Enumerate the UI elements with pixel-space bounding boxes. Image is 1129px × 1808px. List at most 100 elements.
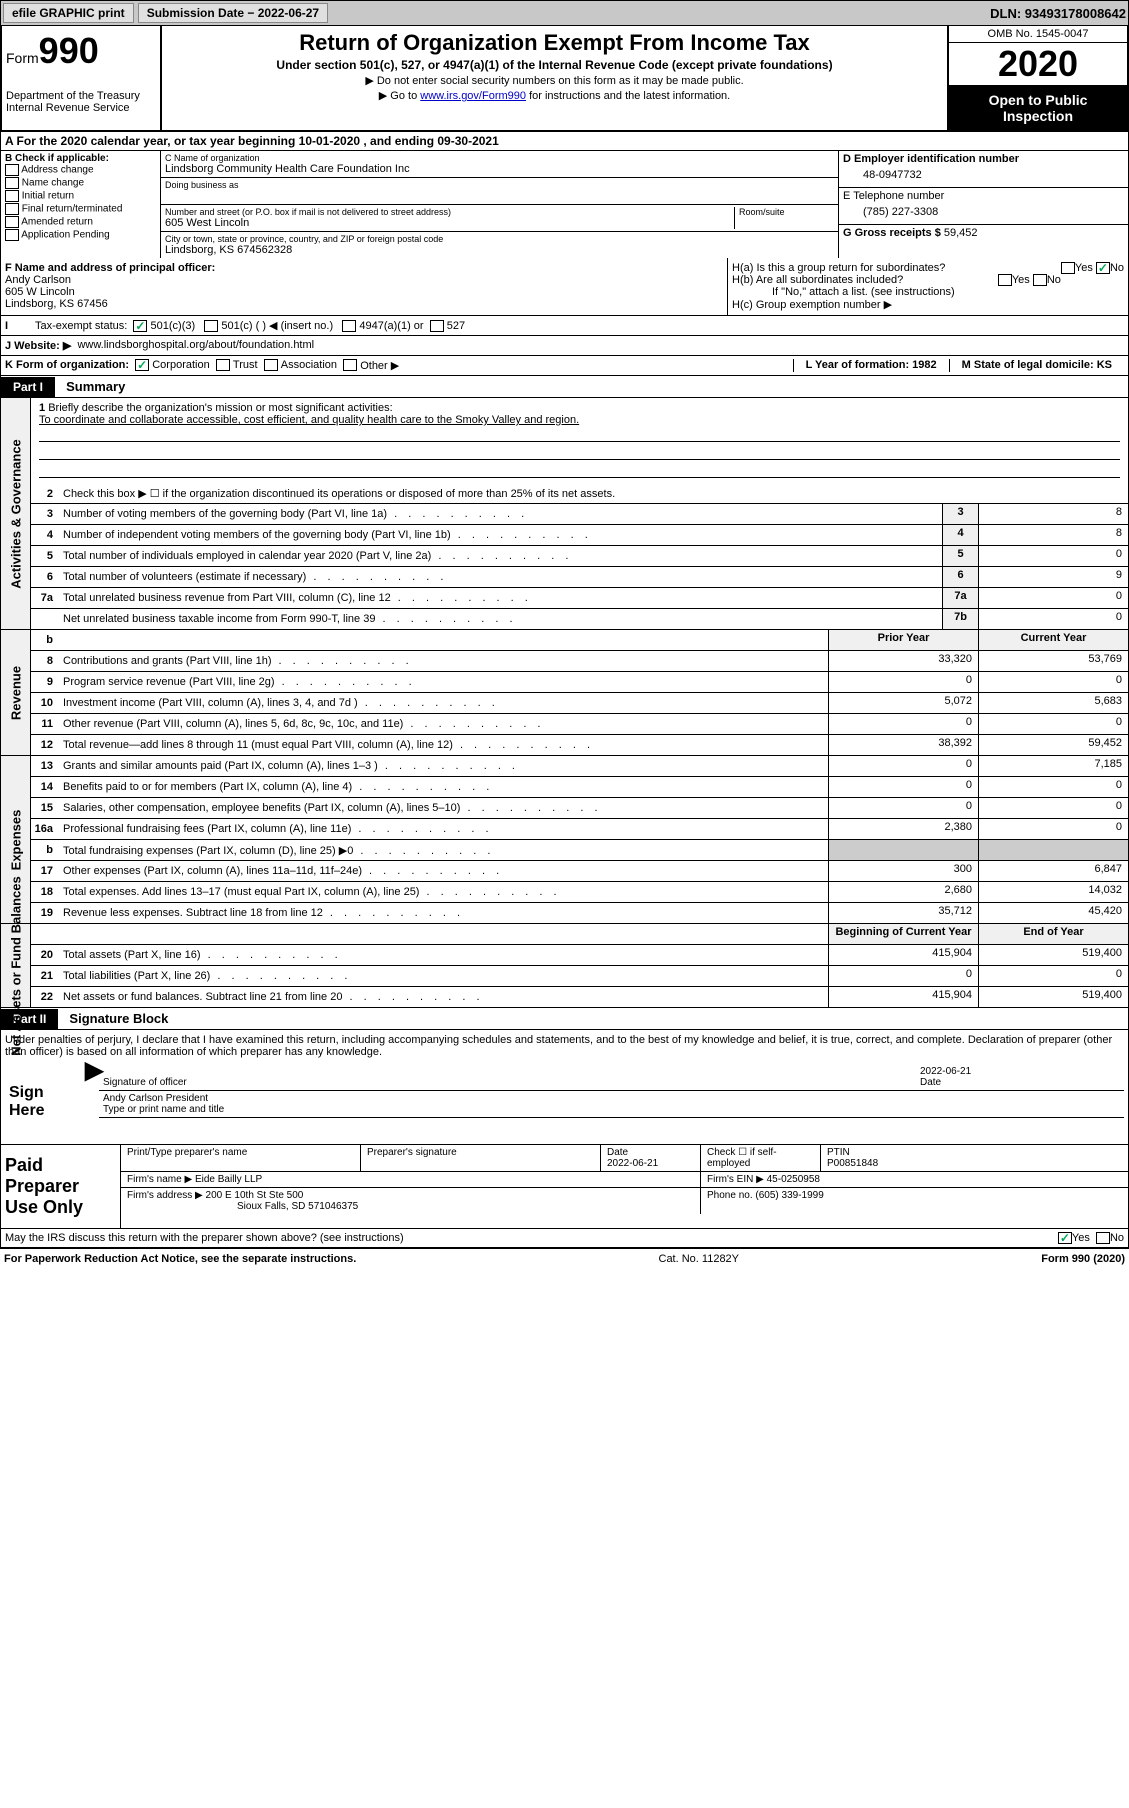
summary-row: 13Grants and similar amounts paid (Part … (31, 756, 1128, 777)
footer-right: Form 990 (2020) (1041, 1253, 1125, 1265)
part2-header: Part II Signature Block (0, 1008, 1129, 1030)
summary-row: 19Revenue less expenses. Subtract line 1… (31, 903, 1128, 923)
irs-label: Internal Revenue Service (6, 102, 156, 114)
preparer-block: Paid Preparer Use Only Print/Type prepar… (0, 1145, 1129, 1229)
box-f: F Name and address of principal officer:… (1, 258, 728, 315)
efile-button[interactable]: efile GRAPHIC print (3, 3, 134, 23)
sig-officer-label: Signature of officer (103, 1077, 187, 1088)
omb-number: OMB No. 1545-0047 (949, 26, 1127, 43)
summary-row: 10Investment income (Part VIII, column (… (31, 693, 1128, 714)
tax-status-label: Tax-exempt status: (35, 320, 127, 332)
chk-final-return[interactable]: Final return/terminated (5, 203, 156, 215)
chk-initial-return[interactable]: Initial return (5, 190, 156, 202)
section-net: Net Assets or Fund Balances Beginning of… (0, 924, 1129, 1008)
chk-501c3[interactable] (133, 320, 147, 332)
block-b-c-d: B Check if applicable: Address change Na… (0, 151, 1129, 258)
dept-label: Department of the Treasury (6, 90, 156, 102)
box-b-title: B Check if applicable: (5, 153, 156, 164)
firm-ein: 45-0250958 (767, 1174, 820, 1185)
firm-addr1: 200 E 10th St Ste 500 (206, 1190, 304, 1201)
form-title: Return of Organization Exempt From Incom… (170, 30, 939, 56)
box-h: H(a) Is this a group return for subordin… (728, 258, 1128, 315)
summary-row: 7aTotal unrelated business revenue from … (31, 588, 1128, 609)
chk-501c[interactable] (204, 320, 218, 332)
summary-row: 14Benefits paid to or for members (Part … (31, 777, 1128, 798)
row-k: K Form of organization: Corporation Trus… (0, 356, 1129, 376)
section-revenue: Revenue b Prior Year Current Year 8Contr… (0, 630, 1129, 756)
chk-corp[interactable] (135, 359, 149, 371)
col-beginning: Beginning of Current Year (828, 924, 978, 944)
side-revenue: Revenue (8, 665, 23, 719)
side-expenses: Expenses (8, 809, 23, 870)
prep-date: 2022-06-21 (607, 1158, 658, 1169)
toolbar: efile GRAPHIC print Submission Date − 20… (0, 0, 1129, 26)
summary-row: 11Other revenue (Part VIII, column (A), … (31, 714, 1128, 735)
chk-name-change[interactable]: Name change (5, 177, 156, 189)
revenue-header-row: b Prior Year Current Year (31, 630, 1128, 651)
part1-header: Part I Summary (0, 376, 1129, 398)
col-end: End of Year (978, 924, 1128, 944)
col-current: Current Year (978, 630, 1128, 650)
note-ssn: ▶ Do not enter social security numbers o… (170, 74, 939, 87)
penalty-text: Under penalties of perjury, I declare th… (5, 1034, 1124, 1058)
prep-sig-hdr: Preparer's signature (361, 1145, 601, 1171)
side-governance: Activities & Governance (8, 439, 23, 589)
page-footer: For Paperwork Reduction Act Notice, see … (0, 1248, 1129, 1269)
row-j: J Website: ▶ www.lindsborghospital.org/a… (0, 336, 1129, 356)
prep-name-hdr: Print/Type preparer's name (127, 1147, 247, 1158)
chk-amended[interactable]: Amended return (5, 216, 156, 228)
chk-trust[interactable] (216, 359, 230, 371)
col-prior: Prior Year (828, 630, 978, 650)
hb-label: H(b) Are all subordinates included? (732, 274, 903, 286)
officer-name: Andy Carlson (5, 274, 723, 286)
chk-pending[interactable]: Application Pending (5, 229, 156, 241)
org-address: 605 West Lincoln (165, 217, 734, 229)
chk-assoc[interactable] (264, 359, 278, 371)
row-i: I Tax-exempt status: 501(c)(3) 501(c) ( … (0, 316, 1129, 336)
addr-label: Number and street (or P.O. box if mail i… (165, 207, 734, 217)
preparer-title: Paid Preparer Use Only (1, 1145, 121, 1228)
summary-row: bTotal fundraising expenses (Part IX, co… (31, 840, 1128, 861)
org-name: Lindsborg Community Health Care Foundati… (165, 163, 834, 175)
part1-title: Summary (58, 376, 133, 397)
summary-row: 5Total number of individuals employed in… (31, 546, 1128, 567)
summary-row: 18Total expenses. Add lines 13–17 (must … (31, 882, 1128, 903)
signature-block: Under penalties of perjury, I declare th… (0, 1030, 1129, 1145)
line1-mission: 1 Briefly describe the organization's mi… (31, 398, 1128, 484)
summary-row: 16aProfessional fundraising fees (Part I… (31, 819, 1128, 840)
block-f-h: F Name and address of principal officer:… (0, 258, 1129, 316)
state-domicile: M State of legal domicile: KS (949, 359, 1124, 372)
summary-row: Net unrelated business taxable income fr… (31, 609, 1128, 629)
discuss-yes[interactable] (1058, 1232, 1072, 1244)
row-a-period: A For the 2020 calendar year, or tax yea… (0, 132, 1129, 151)
discuss-no[interactable] (1096, 1232, 1110, 1244)
summary-row: 8Contributions and grants (Part VIII, li… (31, 651, 1128, 672)
discuss-row: May the IRS discuss this return with the… (0, 1229, 1129, 1248)
tax-year: 2020 (949, 43, 1127, 86)
dba-label: Doing business as (165, 180, 834, 190)
summary-row: 12Total revenue—add lines 8 through 11 (… (31, 735, 1128, 755)
chk-other[interactable] (343, 359, 357, 371)
chk-address-change[interactable]: Address change (5, 164, 156, 176)
gross-value: 59,452 (944, 227, 978, 239)
dln-label: DLN: 93493178008642 (990, 6, 1126, 21)
submission-date-box: Submission Date − 2022-06-27 (138, 3, 328, 23)
org-name-label: C Name of organization (165, 153, 834, 163)
mission-text: To coordinate and collaborate accessible… (39, 414, 579, 426)
chk-527[interactable] (430, 320, 444, 332)
summary-row: 21Total liabilities (Part X, line 26)00 (31, 966, 1128, 987)
officer-addr: 605 W Lincoln (5, 286, 723, 298)
prep-self-emp: Check ☐ if self-employed (701, 1145, 821, 1171)
net-header-row: Beginning of Current Year End of Year (31, 924, 1128, 945)
chk-4947[interactable] (342, 320, 356, 332)
website-label: J Website: ▶ (5, 339, 71, 352)
footer-left: For Paperwork Reduction Act Notice, see … (4, 1253, 356, 1265)
irs-link[interactable]: www.irs.gov/Form990 (420, 90, 526, 102)
summary-row: 22Net assets or fund balances. Subtract … (31, 987, 1128, 1007)
city-label: City or town, state or province, country… (165, 234, 834, 244)
summary-row: 17Other expenses (Part IX, column (A), l… (31, 861, 1128, 882)
summary-row: 9Program service revenue (Part VIII, lin… (31, 672, 1128, 693)
note-link: ▶ Go to www.irs.gov/Form990 for instruct… (170, 89, 939, 102)
section-governance: Activities & Governance 1 Briefly descri… (0, 398, 1129, 630)
section-expenses: Expenses 13Grants and similar amounts pa… (0, 756, 1129, 924)
